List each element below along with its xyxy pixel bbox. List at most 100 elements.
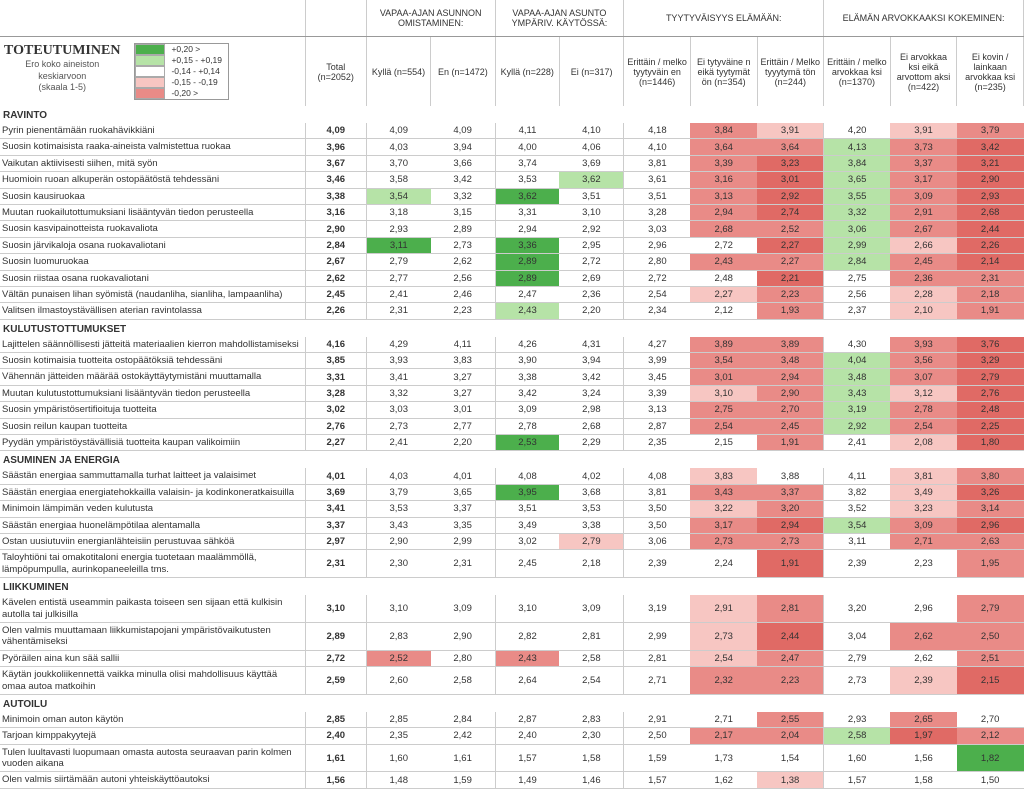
cell: 2,54 [624, 286, 691, 302]
cell: 3,43 [366, 517, 430, 533]
cell: 3,01 [757, 172, 824, 188]
col-header: Kyllä (n=554) [366, 37, 430, 107]
cell: 2,70 [957, 712, 1024, 728]
cell: 3,16 [690, 172, 757, 188]
cell: 2,54 [890, 418, 957, 434]
cell: 2,36 [890, 270, 957, 286]
table-row: Tarjoan kimppakyytejä2,402,352,422,402,3… [0, 728, 1024, 744]
cell: 2,26 [957, 237, 1024, 253]
section-header: LIIKKUMINEN [0, 578, 1024, 596]
cell: 1,50 [957, 772, 1024, 788]
cell: 3,37 [890, 155, 957, 171]
cell: 4,13 [824, 139, 891, 155]
cell: 2,20 [431, 435, 495, 451]
cell: 2,53 [495, 435, 559, 451]
table-row: Suosin kasvipainotteista ruokavaliota2,9… [0, 221, 1024, 237]
table-row: Säästän energiaa energiatehokkailla vala… [0, 484, 1024, 500]
cell: 3,29 [957, 353, 1024, 369]
cell: 2,12 [690, 303, 757, 319]
col-header: Erittäin / melko arvokkaa ksi (n=1370) [824, 37, 891, 107]
cell-total: 2,45 [305, 286, 366, 302]
cell: 3,53 [366, 501, 430, 517]
cell: 3,81 [890, 468, 957, 484]
table-row: Muutan ruokailutottumuksiani lisääntyvän… [0, 204, 1024, 220]
table-row: Suosin ympäristösertifioituja tuotteita3… [0, 402, 1024, 418]
cell: 3,91 [757, 123, 824, 139]
table-row: Pyöräilen aina kun sää sallii2,722,522,8… [0, 650, 1024, 666]
row-label: Suosin reilun kaupan tuotteita [0, 418, 305, 434]
cell: 2,41 [824, 435, 891, 451]
cell: 3,22 [690, 501, 757, 517]
cell: 2,72 [624, 270, 691, 286]
cell: 3,55 [824, 188, 891, 204]
cell-total: 2,31 [305, 550, 366, 578]
cell: 2,68 [957, 204, 1024, 220]
cell: 1,38 [757, 772, 824, 788]
cell: 1,91 [757, 435, 824, 451]
cell: 2,95 [559, 237, 623, 253]
row-label: Taloyhtiöni tai omakotitaloni energia tu… [0, 550, 305, 578]
cell: 3,11 [366, 237, 430, 253]
cell-total: 2,27 [305, 435, 366, 451]
cell: 2,80 [624, 254, 691, 270]
col-header: Total (n=2052) [305, 37, 366, 107]
cell: 3,54 [366, 188, 430, 204]
table-row: Käytän joukkoliikennettä vaikka minulla … [0, 667, 1024, 695]
cell: 2,15 [957, 667, 1024, 695]
cell: 2,12 [957, 728, 1024, 744]
cell: 1,56 [890, 744, 957, 772]
cell: 4,08 [624, 468, 691, 484]
row-label: Huomioin ruoan alkuperän ostopäätöstä te… [0, 172, 305, 188]
cell-total: 2,90 [305, 221, 366, 237]
cell: 2,63 [957, 533, 1024, 549]
cell: 2,29 [559, 435, 623, 451]
cell: 3,20 [757, 501, 824, 517]
cell: 3,49 [495, 517, 559, 533]
cell: 2,55 [757, 712, 824, 728]
cell: 2,99 [624, 622, 691, 650]
cell: 2,79 [824, 650, 891, 666]
cell-total: 4,16 [305, 337, 366, 353]
cell: 3,84 [690, 123, 757, 139]
cell: 2,73 [690, 533, 757, 549]
cell: 2,58 [824, 728, 891, 744]
cell: 2,81 [757, 595, 824, 622]
cell: 4,26 [495, 337, 559, 353]
table-row: Pyydän ympäristöystävällisiä tuotteita k… [0, 435, 1024, 451]
cell: 3,07 [890, 369, 957, 385]
cell-total: 2,62 [305, 270, 366, 286]
cell: 4,09 [431, 123, 495, 139]
row-label: Pyrin pienentämään ruokahävikkiäni [0, 123, 305, 139]
col-header: Kyllä (n=228) [495, 37, 559, 107]
cell: 3,51 [559, 188, 623, 204]
cell: 3,09 [890, 188, 957, 204]
cell: 2,89 [495, 254, 559, 270]
cell: 2,96 [957, 517, 1024, 533]
cell: 2,93 [366, 221, 430, 237]
legend: +0,20 >+0,15 - +0,19-0,14 - +0,14-0,15 -… [134, 43, 229, 100]
cell: 3,64 [757, 139, 824, 155]
row-label: Olen valmis siirtämään autoni yhteiskäyt… [0, 772, 305, 788]
col-header: Ei tytyväine n eikä tyytymät ön (n=354) [690, 37, 757, 107]
table-row: Pyrin pienentämään ruokahävikkiäni4,094,… [0, 123, 1024, 139]
cell: 3,53 [559, 501, 623, 517]
table-row: Olen valmis siirtämään autoni yhteiskäyt… [0, 772, 1024, 788]
cell: 3,10 [690, 385, 757, 401]
table-row: Tulen luultavasti luopumaan omasta autos… [0, 744, 1024, 772]
cell: 4,31 [559, 337, 623, 353]
cell: 4,01 [431, 468, 495, 484]
cell: 2,35 [624, 435, 691, 451]
col-header: En (n=1472) [431, 37, 495, 107]
cell: 1,59 [624, 744, 691, 772]
group-header [305, 0, 366, 37]
cell: 3,93 [890, 337, 957, 353]
row-label: Minimoin oman auton käytön [0, 712, 305, 728]
cell-total: 3,69 [305, 484, 366, 500]
table-row: Kävelen entistä useammin paikasta toisee… [0, 595, 1024, 622]
cell: 3,10 [559, 204, 623, 220]
cell: 2,50 [957, 622, 1024, 650]
cell: 3,69 [559, 155, 623, 171]
cell-total: 2,84 [305, 237, 366, 253]
cell: 2,79 [366, 254, 430, 270]
cell: 2,96 [890, 595, 957, 622]
